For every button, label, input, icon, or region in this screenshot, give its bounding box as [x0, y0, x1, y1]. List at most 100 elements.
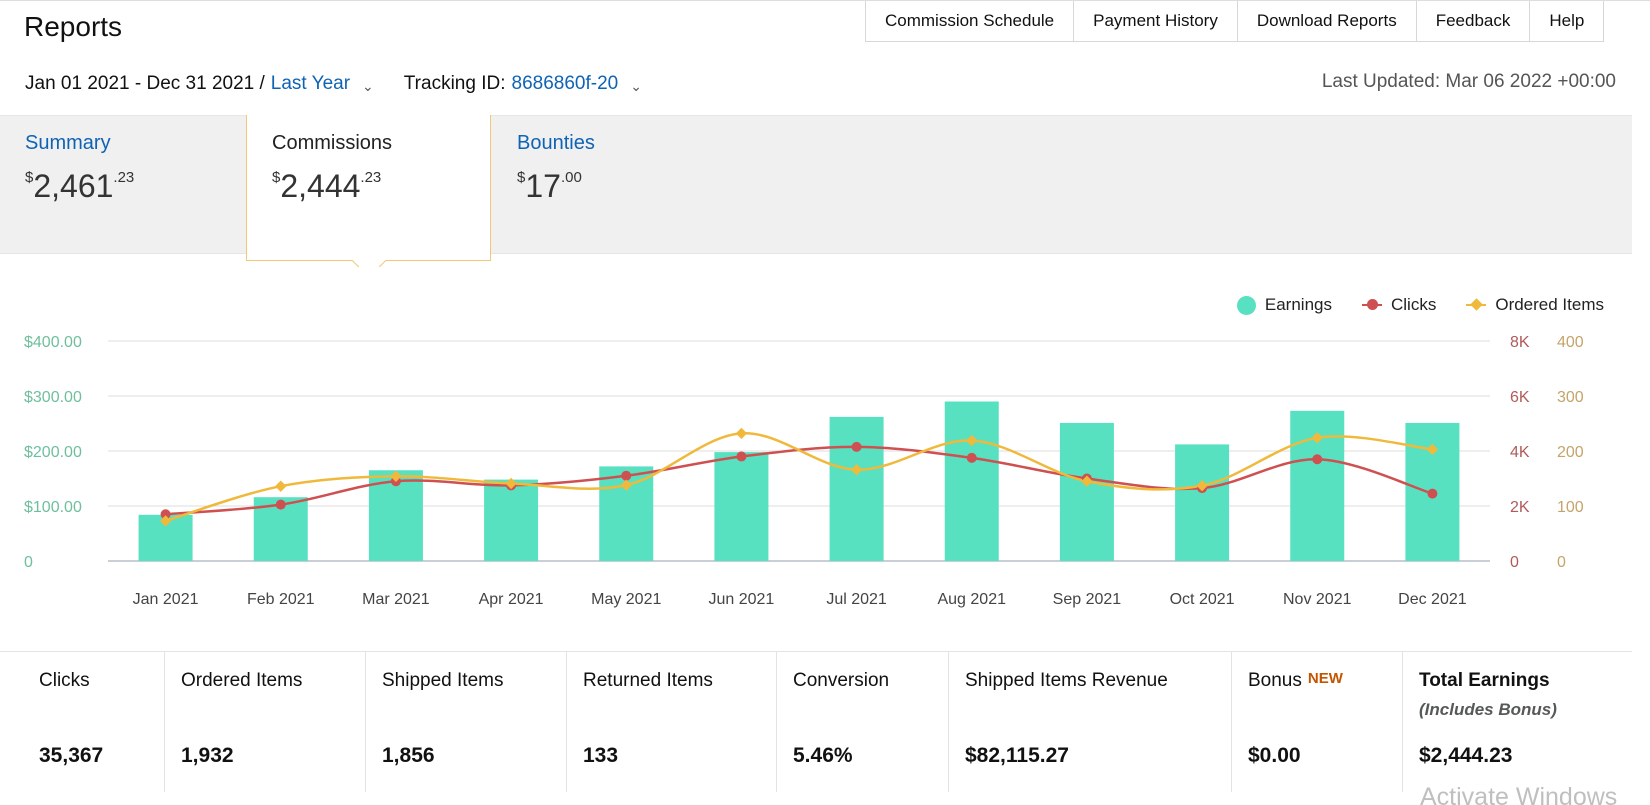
tab-commissions[interactable]: Commissions $2,444.23: [246, 115, 491, 278]
commissions-amount: $2,444.23: [272, 168, 381, 205]
currency-symbol: $: [517, 169, 526, 186]
x-axis-tick-label: Nov 2021: [1283, 591, 1352, 608]
currency-symbol: $: [272, 169, 281, 186]
page-title: Reports: [24, 11, 123, 42]
clicks-point: [851, 441, 862, 452]
left-axis-tick-label: $300.00: [24, 389, 82, 406]
x-axis-tick-label: Dec 2021: [1398, 591, 1467, 608]
earnings-bar: [1059, 422, 1114, 561]
right-axis-clicks-tick-label: 6K: [1510, 389, 1530, 406]
new-badge: NEW: [1307, 670, 1343, 687]
date-range: Jan 01 2021 - Dec 31 2021 /: [25, 73, 265, 94]
right-axis-ordered-tick-label: 100: [1557, 499, 1584, 516]
tab-summary[interactable]: Summary $2,461.23: [25, 116, 225, 255]
tab-bounties-label[interactable]: Bounties: [517, 132, 595, 154]
nav-download-reports[interactable]: Download Reports: [1238, 1, 1417, 41]
ordered-items-point: [275, 480, 287, 492]
earnings-bar: [714, 452, 769, 561]
metric-clicks: Clicks 35,367: [0, 652, 165, 792]
bonus-label: Bonus: [1248, 670, 1302, 691]
ordered-items-point: [1196, 479, 1208, 492]
bounties-amount: $17.00: [517, 168, 582, 205]
tab-bounties[interactable]: Bounties $17.00: [517, 116, 717, 255]
metric-sublabel: (Includes Bonus): [1419, 700, 1557, 719]
earnings-swatch: [1236, 295, 1256, 315]
tab-summary-label[interactable]: Summary: [25, 132, 111, 154]
amount-cents: .23: [360, 169, 382, 186]
earnings-bar: [484, 479, 539, 561]
right-axis-clicks-tick-label: 0: [1510, 554, 1519, 571]
top-nav: Commission Schedule Payment History Down…: [865, 1, 1605, 42]
chevron-down-icon[interactable]: ⌄: [630, 77, 642, 94]
nav-help[interactable]: Help: [1549, 11, 1585, 30]
ordered-items-point: [159, 515, 172, 527]
date-preset-dropdown[interactable]: Last Year: [270, 73, 351, 94]
metric-label: Total Earnings: [1419, 670, 1550, 691]
metric-value: 1,856: [382, 744, 435, 767]
x-axis-tick-label: Jul 2021: [826, 591, 887, 608]
currency-symbol: $: [25, 169, 34, 186]
clicks-point: [1427, 488, 1438, 499]
clicks-point: [275, 499, 286, 510]
chevron-down-icon[interactable]: ⌄: [362, 77, 374, 94]
x-axis-tick-label: Jan 2021: [133, 591, 199, 608]
amount-whole: 17: [525, 168, 561, 204]
tab-commissions-label[interactable]: Commissions: [272, 132, 393, 154]
metric-value: 5.46%: [793, 744, 853, 767]
filter-row: Jan 01 2021 - Dec 31 2021 / Last Year ⌄ …: [25, 73, 672, 95]
ordered-items-point: [850, 464, 863, 476]
x-axis-tick-label: May 2021: [591, 591, 661, 608]
metric-value: 133: [583, 744, 619, 767]
ordered-items-point: [390, 470, 402, 482]
nav-commission-schedule[interactable]: Commission Schedule: [866, 1, 1075, 41]
metric-label: Conversion: [793, 670, 890, 691]
earnings-bar: [1175, 444, 1230, 561]
legend-ordered-items[interactable]: Ordered Items: [1466, 295, 1604, 315]
x-axis-tick-label: Aug 2021: [937, 591, 1006, 608]
legend-ordered-items-label: Ordered Items: [1495, 295, 1604, 314]
metric-value: $0.00: [1248, 744, 1301, 767]
report-tabs: Summary $2,461.23 Commissions $2,444.23 …: [0, 115, 1632, 278]
left-axis-tick-label: $200.00: [24, 444, 82, 461]
earnings-bar: [944, 401, 999, 561]
nav-payment-history[interactable]: Payment History: [1074, 1, 1238, 41]
metric-conversion: Conversion 5.46%: [777, 652, 949, 792]
metric-value: 35,367: [39, 744, 104, 767]
metric-value: $2,444.23: [1419, 744, 1513, 767]
ordered-items-point: [620, 479, 632, 491]
right-axis-clicks-tick-label: 2K: [1510, 499, 1530, 516]
metric-shipped-items: Shipped Items 1,856: [366, 652, 567, 792]
x-axis-tick-label: Oct 2021: [1170, 591, 1235, 608]
right-axis-ordered-tick-label: 0: [1557, 554, 1566, 571]
amount-cents: .00: [560, 169, 582, 186]
chart-canvas: 0 0 0 $100.00 2K 100 $200.00 4K 200 $300.00 6K 300 $…: [24, 334, 1584, 608]
tracking-id-dropdown[interactable]: 8686860f-20: [511, 73, 619, 94]
metric-label: Bonus NEW: [1248, 670, 1343, 692]
clicks-line: [165, 445, 1433, 516]
legend-earnings[interactable]: Earnings: [1236, 295, 1332, 315]
left-axis-tick-label: $100.00: [24, 499, 82, 516]
clicks-point: [621, 470, 632, 481]
x-axis-tick-label: Feb 2021: [247, 591, 315, 608]
x-axis-tick-label: Mar 2021: [362, 591, 430, 608]
legend-clicks[interactable]: Clicks: [1362, 295, 1436, 315]
ordered-items-point: [966, 434, 978, 447]
metric-label: Ordered Items: [181, 670, 303, 691]
metric-shipped-items-revenue: Shipped Items Revenue $82,115.27: [949, 652, 1232, 792]
summary-amount: $2,461.23: [25, 168, 134, 205]
nav-feedback[interactable]: Feedback: [1417, 1, 1531, 41]
metrics-row: Clicks 35,367 Ordered Items 1,932 Shippe…: [0, 651, 1632, 792]
legend-earnings-label: Earnings: [1264, 295, 1332, 314]
amount-cents: .23: [113, 169, 135, 186]
windows-activation-watermark: Activate Windows: [1420, 783, 1618, 805]
tracking-id-label: Tracking ID:: [403, 73, 506, 94]
metric-total-earnings: Total Earnings (Includes Bonus) $2,444.2…: [1403, 652, 1632, 792]
metric-returned-items: Returned Items 133: [567, 652, 777, 792]
ordered-items-point: [735, 427, 748, 440]
clicks-point: [160, 509, 171, 520]
earnings-bar: [829, 416, 884, 561]
amount-whole: 2,461: [33, 168, 114, 204]
right-axis-clicks-tick-label: 4K: [1510, 444, 1530, 461]
metric-bonus: Bonus NEW $0.00: [1232, 652, 1403, 792]
